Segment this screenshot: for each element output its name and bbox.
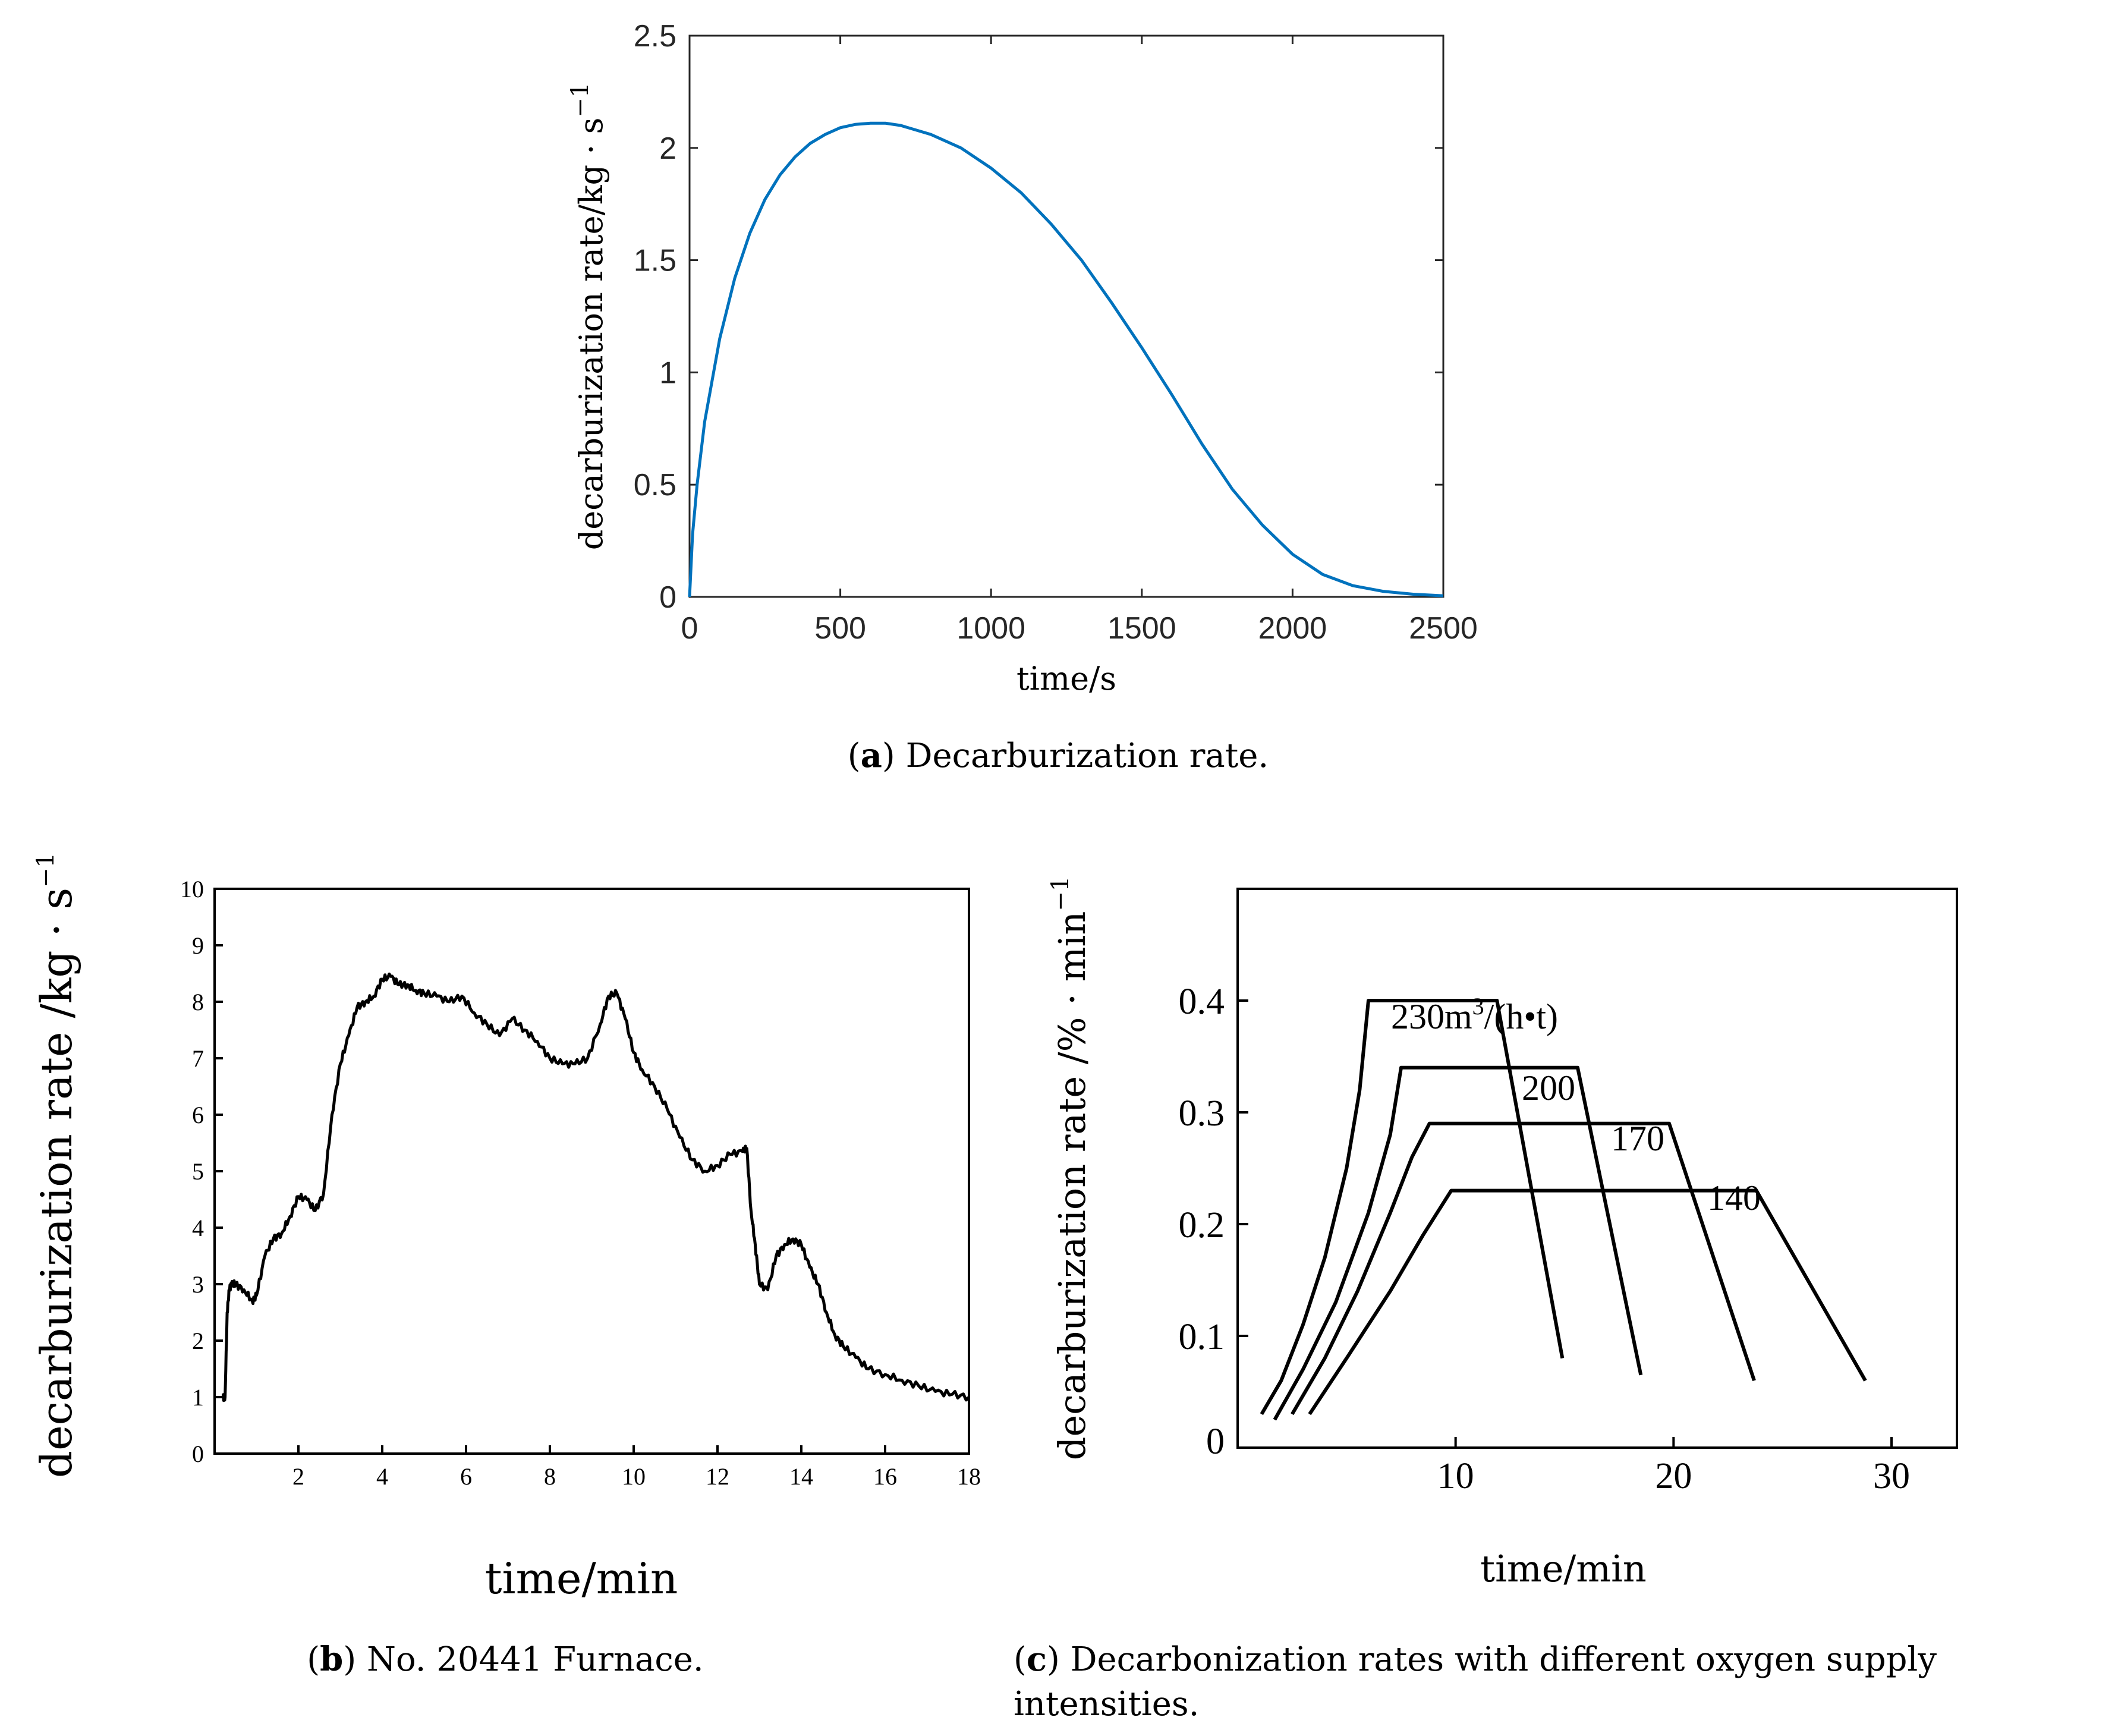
panel-a-y-axis-label-main: decarburization rate/kg · s — [572, 118, 610, 551]
series-line-170 — [1291, 1121, 1756, 1416]
series-line-140 — [1308, 1188, 1867, 1416]
panel-b-x-tick-label: 2 — [292, 1463, 304, 1490]
series-line-200 — [1273, 1065, 1643, 1421]
panel-a-series-line — [688, 121, 1444, 597]
panel-b-x-tick-label: 18 — [957, 1463, 981, 1490]
panel-c-ticks — [1238, 999, 1893, 1448]
panel-c-caption-text-line1: Decarbonization rates with different oxy… — [1071, 1640, 1937, 1679]
panel-b-y-tick-label: 8 — [192, 989, 204, 1015]
panel-b-y-tick-label: 4 — [192, 1215, 204, 1241]
panel-b-ticks — [215, 888, 970, 1455]
panel-b-series-line — [221, 972, 970, 1402]
panel-c-caption: (c) Decarbonization rates with different… — [1014, 1640, 1937, 1679]
panel-c-y-axis-label: decarburization rate /% · min−1 — [1047, 876, 1094, 1461]
panel-a-x-tick-label: 2500 — [1409, 611, 1478, 646]
panel-c-x-tick-label: 30 — [1873, 1456, 1910, 1496]
panel-a-x-tick-label: 0 — [681, 611, 698, 646]
panel-c-y-tick-label: 0.3 — [1179, 1093, 1225, 1134]
panel-b-axes-frame — [213, 888, 970, 1455]
panel-b-x-tick-label: 16 — [873, 1463, 897, 1490]
panel-a-y-tick-label: 1 — [659, 356, 676, 390]
panel-b-y-tick-label: 5 — [192, 1158, 204, 1185]
panel-a-x-axis-label: time/s — [1016, 660, 1116, 697]
panel-a-y-tick-label: 2.5 — [634, 19, 676, 54]
panel-b-x-axis-label: time/min — [485, 1553, 678, 1603]
panel-a-axes-frame — [688, 34, 1444, 598]
panel-a-y-tick-label: 1.5 — [634, 244, 676, 278]
panel-b-caption: (b) No. 20441 Furnace. — [307, 1640, 703, 1679]
panel-a-tick-labels: 0 500 1000 1500 2000 2500 0 0.5 1 1.5 2 2.5 — [634, 19, 1478, 646]
panel-c-axes-frame — [1236, 888, 1958, 1449]
panel-b-y-axis-label-superscript: −1 — [32, 853, 59, 888]
panel-c-series-lines — [1260, 999, 1867, 1421]
panel-a-y-tick-label: 0 — [659, 580, 676, 615]
panel-b-y-axis-label: decarburization rate /kg · s−1 — [32, 853, 81, 1478]
series-label-230-tail: /(h•t) — [1484, 997, 1558, 1036]
panel-b-caption-text: No. 20441 Furnace. — [367, 1640, 704, 1679]
panel-c-y-tick-label: 0.2 — [1179, 1205, 1225, 1246]
panel-b-y-tick-label: 9 — [192, 932, 204, 959]
panel-c-x-tick-label: 10 — [1437, 1456, 1474, 1496]
panel-c-y-tick-label: 0.4 — [1179, 982, 1225, 1022]
series-label-200: 200 — [1522, 1068, 1575, 1108]
panel-a-y-axis-label: decarburization rate/kg · s−1 — [567, 83, 610, 551]
panel-c-caption-letter: c — [1027, 1640, 1047, 1679]
panel-b-x-tick-label: 14 — [789, 1463, 813, 1490]
panel-a-caption: (a) Decarburization rate. — [848, 736, 1269, 775]
panel-b-y-tick-label: 0 — [192, 1441, 204, 1467]
series-label-170: 170 — [1611, 1119, 1664, 1158]
panel-b-caption-letter: b — [320, 1640, 343, 1679]
panel-b-caption-open-paren: ( — [307, 1640, 320, 1679]
panel-b-y-tick-label: 7 — [192, 1045, 204, 1072]
panel-c-caption-line2: intensities. — [1014, 1685, 1199, 1724]
panel-a-ticks — [688, 34, 1444, 598]
panel-a-caption-open-paren: ( — [848, 737, 861, 775]
panel-b-y-axis-label-main: decarburization rate /kg · s — [32, 888, 81, 1478]
panel-a-x-tick-label: 500 — [814, 611, 866, 646]
panel-a-x-tick-label: 1000 — [956, 611, 1025, 646]
series-label-230-superscript: 3 — [1472, 993, 1484, 1020]
panel-b-y-tick-label: 10 — [180, 876, 204, 902]
panel-a-caption-letter: a — [861, 736, 882, 775]
panel-b-x-tick-label: 12 — [706, 1463, 729, 1490]
series-label-230-main: 230m — [1391, 997, 1472, 1036]
panel-b-y-tick-label: 2 — [192, 1328, 204, 1354]
panel-c-x-tick-label: 20 — [1655, 1456, 1692, 1496]
series-label-230: 230m3/(h•t) — [1391, 993, 1558, 1036]
panel-b-y-tick-label: 6 — [192, 1102, 204, 1128]
panel-b-y-tick-label: 1 — [192, 1384, 204, 1411]
panel-b-x-tick-label: 4 — [376, 1463, 388, 1490]
panel-c-y-zero-label: 0 — [1206, 1421, 1225, 1462]
panel-c-y-axis-label-main: decarburization rate /% · min — [1050, 911, 1094, 1461]
panel-a-x-tick-label: 2000 — [1258, 611, 1327, 646]
panel-a-caption-close-paren: ) — [882, 737, 906, 775]
series-label-140: 140 — [1707, 1178, 1761, 1218]
panel-a-y-tick-label: 2 — [659, 131, 676, 166]
panel-b-x-tick-label: 8 — [544, 1463, 556, 1490]
panel-c-chart: 10 20 300.10.20.30.40 230m3/(h•t) 200 170 … — [1014, 876, 1958, 1724]
panel-c-y-axis-label-superscript: −1 — [1047, 876, 1074, 911]
panel-b-y-tick-label: 3 — [192, 1271, 204, 1298]
panel-c-y-tick-label: 0.1 — [1179, 1317, 1225, 1357]
panel-a-x-tick-label: 1500 — [1107, 611, 1176, 646]
panel-a-y-axis-label-superscript: −1 — [567, 83, 594, 118]
panel-c-caption-close-paren: ) — [1047, 1640, 1071, 1679]
panel-c-caption-open-paren: ( — [1014, 1640, 1027, 1679]
panel-c-tick-labels: 10 20 30 0.1 0.2 0.3 0.4 0 — [1179, 982, 1911, 1496]
panel-b-caption-close-paren: ) — [343, 1640, 367, 1679]
series-line-230 — [1260, 999, 1565, 1416]
panel-a-y-tick-label: 0.5 — [634, 468, 676, 502]
panel-b-x-tick-label: 6 — [460, 1463, 472, 1490]
panel-a-caption-text: Decarburization rate. — [906, 737, 1269, 775]
panel-b-x-tick-label: 10 — [622, 1463, 646, 1490]
panel-c-x-axis-label: time/min — [1480, 1547, 1647, 1590]
